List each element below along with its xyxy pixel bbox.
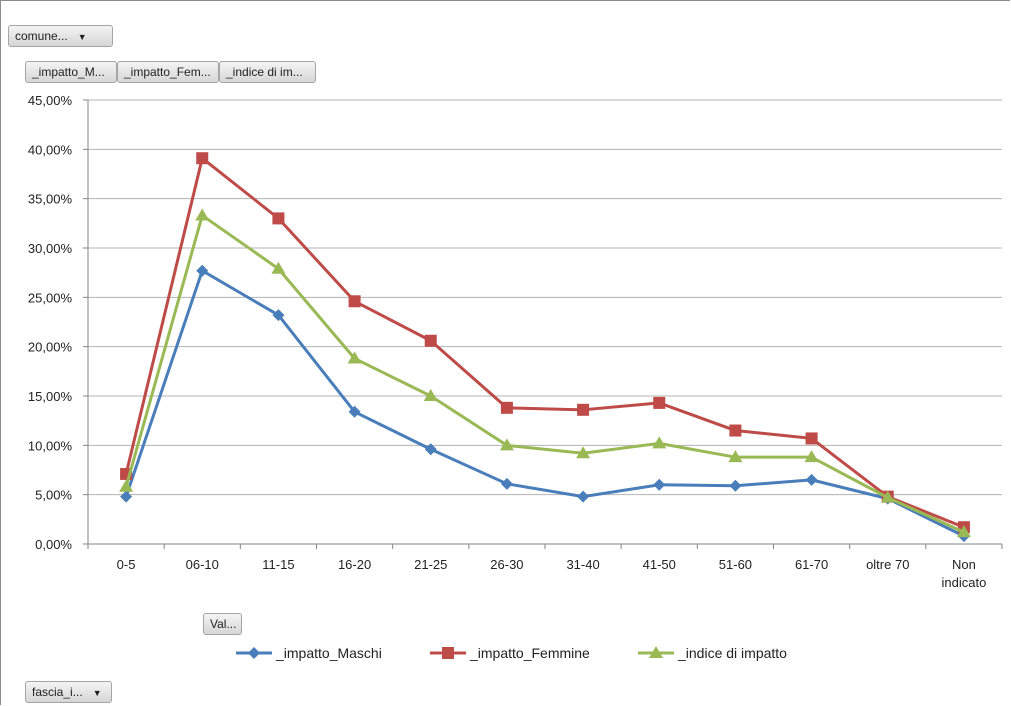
- y-tick-label: 30,00%: [28, 241, 73, 256]
- data-point-diamond: [500, 477, 513, 490]
- data-point-triangle: [347, 351, 362, 364]
- value-field-button-indice[interactable]: _indice di im...: [219, 61, 316, 83]
- data-point-triangle: [576, 446, 591, 459]
- value-field-label: _impatto_Fem...: [124, 65, 211, 79]
- report-filter-button[interactable]: comune... ▼: [8, 25, 113, 47]
- data-point-square: [653, 396, 666, 409]
- data-point-triangle: [499, 438, 514, 451]
- gridlines: [83, 99, 1003, 549]
- value-field-label: _impatto_M...: [32, 65, 105, 79]
- data-point-triangle: [271, 261, 286, 274]
- x-tick-label: 16-20: [338, 557, 371, 572]
- data-point-triangle: [195, 208, 210, 221]
- data-point-diamond: [424, 443, 437, 456]
- value-field-button-femmine[interactable]: _impatto_Fem...: [117, 61, 219, 83]
- data-point-square: [500, 401, 513, 414]
- series-line: [124, 269, 965, 538]
- y-axis-ticks: 0,00% 5,00% 10,00% 15,00% 20,00% 25,00% 30,00%…: [28, 93, 73, 552]
- data-point-diamond: [348, 405, 361, 418]
- x-tick-label: 31-40: [566, 557, 599, 572]
- y-tick-label: 45,00%: [28, 93, 73, 108]
- x-tick-label: 0-5: [117, 557, 136, 572]
- x-tick-label: 51-60: [719, 557, 752, 572]
- data-point-square: [272, 212, 285, 225]
- data-point-triangle: [880, 490, 895, 503]
- y-tick-label: 25,00%: [28, 290, 73, 305]
- data-point-diamond: [272, 309, 285, 322]
- legend-label: _impatto_Maschi: [275, 645, 382, 661]
- chevron-down-icon: ▼: [92, 688, 102, 698]
- data-point-square: [196, 152, 209, 165]
- data-point-triangle: [956, 525, 971, 538]
- legend-entry: _indice di impatto: [638, 645, 787, 661]
- data-point-square: [729, 424, 742, 437]
- data-point-diamond: [248, 647, 260, 659]
- y-tick-label: 40,00%: [28, 142, 73, 157]
- legend-label: _impatto_Femmine: [469, 645, 590, 661]
- series-indice: [119, 208, 971, 538]
- data-point-square: [348, 295, 361, 308]
- series-line: [124, 156, 965, 529]
- data-point-triangle: [423, 389, 438, 401]
- axis-field-label: fascia_i...: [32, 685, 83, 699]
- axis-field-button[interactable]: fascia_i... ▼: [25, 681, 112, 703]
- x-tick-label: 11-15: [262, 557, 294, 572]
- data-point-diamond: [653, 478, 666, 491]
- legend-entry: _impatto_Femmine: [430, 645, 590, 661]
- legend: _impatto_Maschi _impatto_Femmine _indice d…: [236, 645, 787, 661]
- legend-label: _indice di impatto: [677, 645, 787, 661]
- chevron-down-icon: ▼: [77, 32, 87, 42]
- data-point-square: [442, 647, 454, 659]
- x-tick-label: 26-30: [490, 557, 523, 572]
- x-tick-label: 06-10: [186, 557, 219, 572]
- y-tick-label: 35,00%: [28, 192, 73, 207]
- data-point-square: [577, 403, 590, 416]
- x-tick-label: Non indicato: [942, 557, 987, 590]
- data-point-diamond: [196, 264, 209, 277]
- value-field-label: _indice di im...: [226, 65, 303, 79]
- data-point-diamond: [120, 490, 133, 503]
- data-point-triangle: [119, 479, 134, 492]
- y-tick-label: 0,00%: [35, 537, 72, 552]
- x-tick-label: 41-50: [643, 557, 676, 572]
- value-field-button-maschi[interactable]: _impatto_M...: [25, 61, 117, 83]
- values-field-button[interactable]: Val...: [203, 613, 242, 635]
- y-tick-label: 15,00%: [28, 389, 73, 404]
- y-tick-label: 10,00%: [28, 438, 73, 453]
- x-tick-label: 21-25: [414, 557, 447, 572]
- data-point-square: [424, 334, 437, 347]
- x-tick-label: oltre 70: [866, 557, 909, 572]
- report-filter-label: comune...: [15, 29, 68, 43]
- data-point-square: [805, 432, 818, 445]
- data-point-triangle: [649, 646, 663, 658]
- data-point-diamond: [729, 479, 742, 492]
- series-line: [124, 213, 965, 534]
- x-tick-label: 61-70: [795, 557, 828, 572]
- data-point-diamond: [805, 473, 818, 486]
- series-femmine: [120, 152, 970, 534]
- values-field-label: Val...: [210, 617, 237, 631]
- y-tick-label: 5,00%: [35, 488, 72, 503]
- x-axis-ticks: 0-5 06-10 11-15 16-20 21-25 26-30 31-40 41-50 51…: [117, 557, 987, 590]
- data-point-triangle: [652, 436, 667, 449]
- data-point-triangle: [728, 450, 743, 463]
- data-point-diamond: [577, 490, 590, 503]
- series-maschi: [120, 264, 970, 543]
- data-point-triangle: [804, 450, 819, 463]
- legend-entry: _impatto_Maschi: [236, 645, 382, 661]
- series-layer: [119, 152, 971, 543]
- y-tick-label: 20,00%: [28, 340, 73, 355]
